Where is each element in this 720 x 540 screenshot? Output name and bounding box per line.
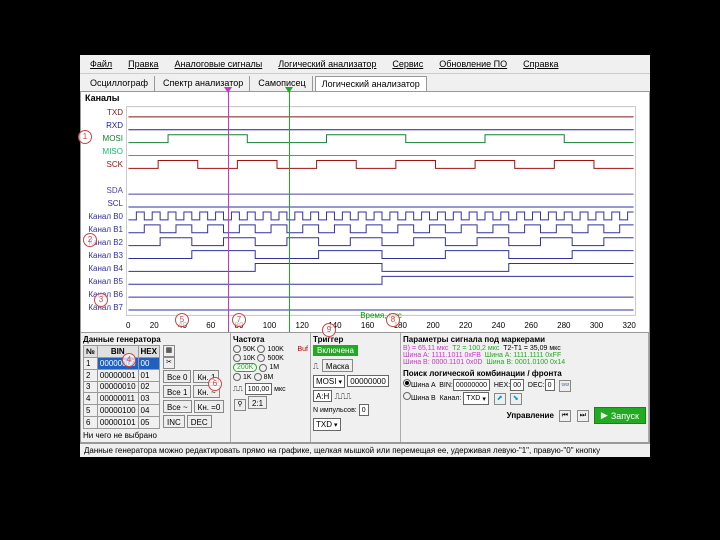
waveform-svg[interactable] xyxy=(126,106,636,316)
busA2: Шина A: 1111.1111 0xFF xyxy=(485,352,561,359)
anno-1: 1 xyxy=(78,130,92,144)
ch-blank[interactable] xyxy=(83,171,125,184)
edge-fall-icon[interactable]: ⬊ xyxy=(510,393,522,405)
ch-txd[interactable]: TXD xyxy=(83,106,125,119)
edge-icon[interactable]: ⎍ xyxy=(313,362,319,371)
menu-service[interactable]: Сервис xyxy=(386,57,429,71)
tab-oscilloscope[interactable]: Осциллограф xyxy=(84,76,155,91)
calc-icon[interactable]: ▦ xyxy=(163,345,175,357)
hex-input[interactable]: 00 xyxy=(510,379,524,391)
binoculars-icon[interactable]: 👓 xyxy=(559,380,571,392)
mask-btn[interactable]: Маска xyxy=(322,359,353,372)
btn-all0[interactable]: Все 0 xyxy=(163,370,191,383)
gendata-footer: Ни чего не выбрано xyxy=(83,431,228,440)
menubar: Файл Правка Аналоговые сигналы Логически… xyxy=(80,55,650,74)
x-axis-label: Время, мкс xyxy=(126,311,636,320)
ch-scl[interactable]: SCL xyxy=(83,197,125,210)
anno-4: 4 xyxy=(122,353,136,367)
gendata-title: Данные генератора xyxy=(83,335,228,344)
trigger-enabled[interactable]: Включена xyxy=(313,345,358,356)
anno-6: 6 xyxy=(208,377,222,391)
marker-b[interactable] xyxy=(228,92,229,332)
menu-file[interactable]: Файл xyxy=(84,57,118,71)
radio-busA[interactable] xyxy=(403,379,411,387)
ch-b4[interactable]: Канал B4 xyxy=(83,262,125,275)
menu-edit[interactable]: Правка xyxy=(122,57,164,71)
anno-8: 8 xyxy=(386,313,400,327)
anno-5: 5 xyxy=(175,313,189,327)
anno-3: 3 xyxy=(94,293,108,307)
freq-title: Частота xyxy=(233,335,308,344)
channels-title: Каналы xyxy=(81,92,649,104)
ch-dd[interactable]: TXD xyxy=(463,392,489,405)
freq-highlight: 200K xyxy=(233,363,257,372)
cut-icon[interactable]: ✂ xyxy=(163,357,175,369)
pulse-icon: ⎍⎍⎍ xyxy=(335,392,352,401)
radio-busB[interactable] xyxy=(403,392,411,400)
radio-1k[interactable] xyxy=(233,373,241,381)
anno-9: 9 xyxy=(322,323,336,337)
radio-10k[interactable] xyxy=(233,354,241,362)
menu-analog[interactable]: Аналоговые сигналы xyxy=(169,57,269,71)
anno-2: 2 xyxy=(83,233,97,247)
content: Каналы TXD RXD MOSI MISO SCK SDA SCL Кан… xyxy=(80,91,650,443)
bin-input[interactable]: 00000000 xyxy=(453,379,490,391)
search-title: Поиск логической комбинации / фронта xyxy=(403,369,646,378)
npulse-input[interactable]: 0 xyxy=(359,404,369,416)
ratio-btn[interactable]: 2:1 xyxy=(248,396,267,409)
ch-b5[interactable]: Канал B5 xyxy=(83,275,125,288)
goto-end-icon[interactable]: ⏭ xyxy=(577,410,589,422)
waveform-area: Каналы TXD RXD MOSI MISO SCK SDA SCL Кан… xyxy=(81,92,649,332)
busA1: Шина A: 1111.1011 0xFB xyxy=(403,352,481,359)
x-axis: 02040 6080100 120140160 180200220 240260… xyxy=(126,321,636,330)
launch-button[interactable]: ▶ Запуск xyxy=(594,407,646,424)
ch-rxd[interactable]: RXD xyxy=(83,119,125,132)
ch-sck[interactable]: SCK xyxy=(83,158,125,171)
tab-spectrum[interactable]: Спектр анализатор xyxy=(157,76,250,91)
tp-input[interactable]: 100,00 xyxy=(245,383,272,395)
edge-rise-icon[interactable]: ⬈ xyxy=(494,393,506,405)
ch-b3[interactable]: Канал B3 xyxy=(83,249,125,262)
dec-input[interactable]: 0 xyxy=(545,379,555,391)
panel-trigger: Триггер Включена ⎍ Маска MOSI 00000000 A… xyxy=(311,333,401,442)
app-window: Файл Правка Аналоговые сигналы Логически… xyxy=(80,55,650,457)
mosi-dd[interactable]: MOSI xyxy=(313,375,345,388)
tab-recorder[interactable]: Самописец xyxy=(252,76,312,91)
diff-val: T2-T1 = 35,09 мкс xyxy=(503,345,561,352)
bottom-panels: Данные генератора №BINHEX 10000000000 20… xyxy=(81,332,649,442)
wave-icon: ⎍⎍ xyxy=(233,386,243,393)
busB1: Шина B: 0000.1101 0x0D xyxy=(403,359,482,366)
panel-right: Параметры сигнала под маркерами B) = 65,… xyxy=(401,333,649,442)
panel-freq: Частота 50K100KBuf 10K500K 200K1M 1K8M ⎍… xyxy=(231,333,311,442)
ah-input[interactable]: A:H xyxy=(313,390,332,402)
tabbar: Осциллограф Спектр анализатор Самописец … xyxy=(80,74,650,91)
ch-sda[interactable]: SDA xyxy=(83,184,125,197)
btn-kn0[interactable]: Кн. =0 xyxy=(194,400,225,413)
goto-start-icon[interactable]: ⏮ xyxy=(559,410,571,422)
marker-a[interactable] xyxy=(289,92,290,332)
ch-b0[interactable]: Канал B0 xyxy=(83,210,125,223)
busB2: Шина B: 0001.0100 0x14 xyxy=(486,359,565,366)
tab-logic-analyzer[interactable]: Логический анализатор xyxy=(315,76,427,91)
menu-logic[interactable]: Логический анализатор xyxy=(272,57,382,71)
btn-allinv[interactable]: Все ~ xyxy=(163,400,192,413)
zoom-icon[interactable]: ⚲ xyxy=(234,399,246,411)
t2-val: T2 = 100,2 мкс xyxy=(452,345,499,352)
control-title: Управление xyxy=(507,411,554,420)
menu-update[interactable]: Обновление ПО xyxy=(433,57,513,71)
ch-miso[interactable]: MISO xyxy=(83,145,125,158)
menu-help[interactable]: Справка xyxy=(517,57,564,71)
mosi-val[interactable]: 00000000 xyxy=(347,375,389,387)
btn-all1[interactable]: Все 1 xyxy=(163,385,191,398)
radio-50k[interactable] xyxy=(233,345,241,353)
b-val: B) = 65,11 мкс xyxy=(403,345,448,352)
txd-dd[interactable]: TXD xyxy=(313,418,341,431)
btn-inc[interactable]: INC xyxy=(163,415,185,428)
anno-7: 7 xyxy=(232,313,246,327)
btn-dec[interactable]: DEC xyxy=(187,415,212,428)
statusbar: Данные генератора можно редактировать пр… xyxy=(80,443,650,457)
params-title: Параметры сигнала под маркерами xyxy=(403,335,646,344)
